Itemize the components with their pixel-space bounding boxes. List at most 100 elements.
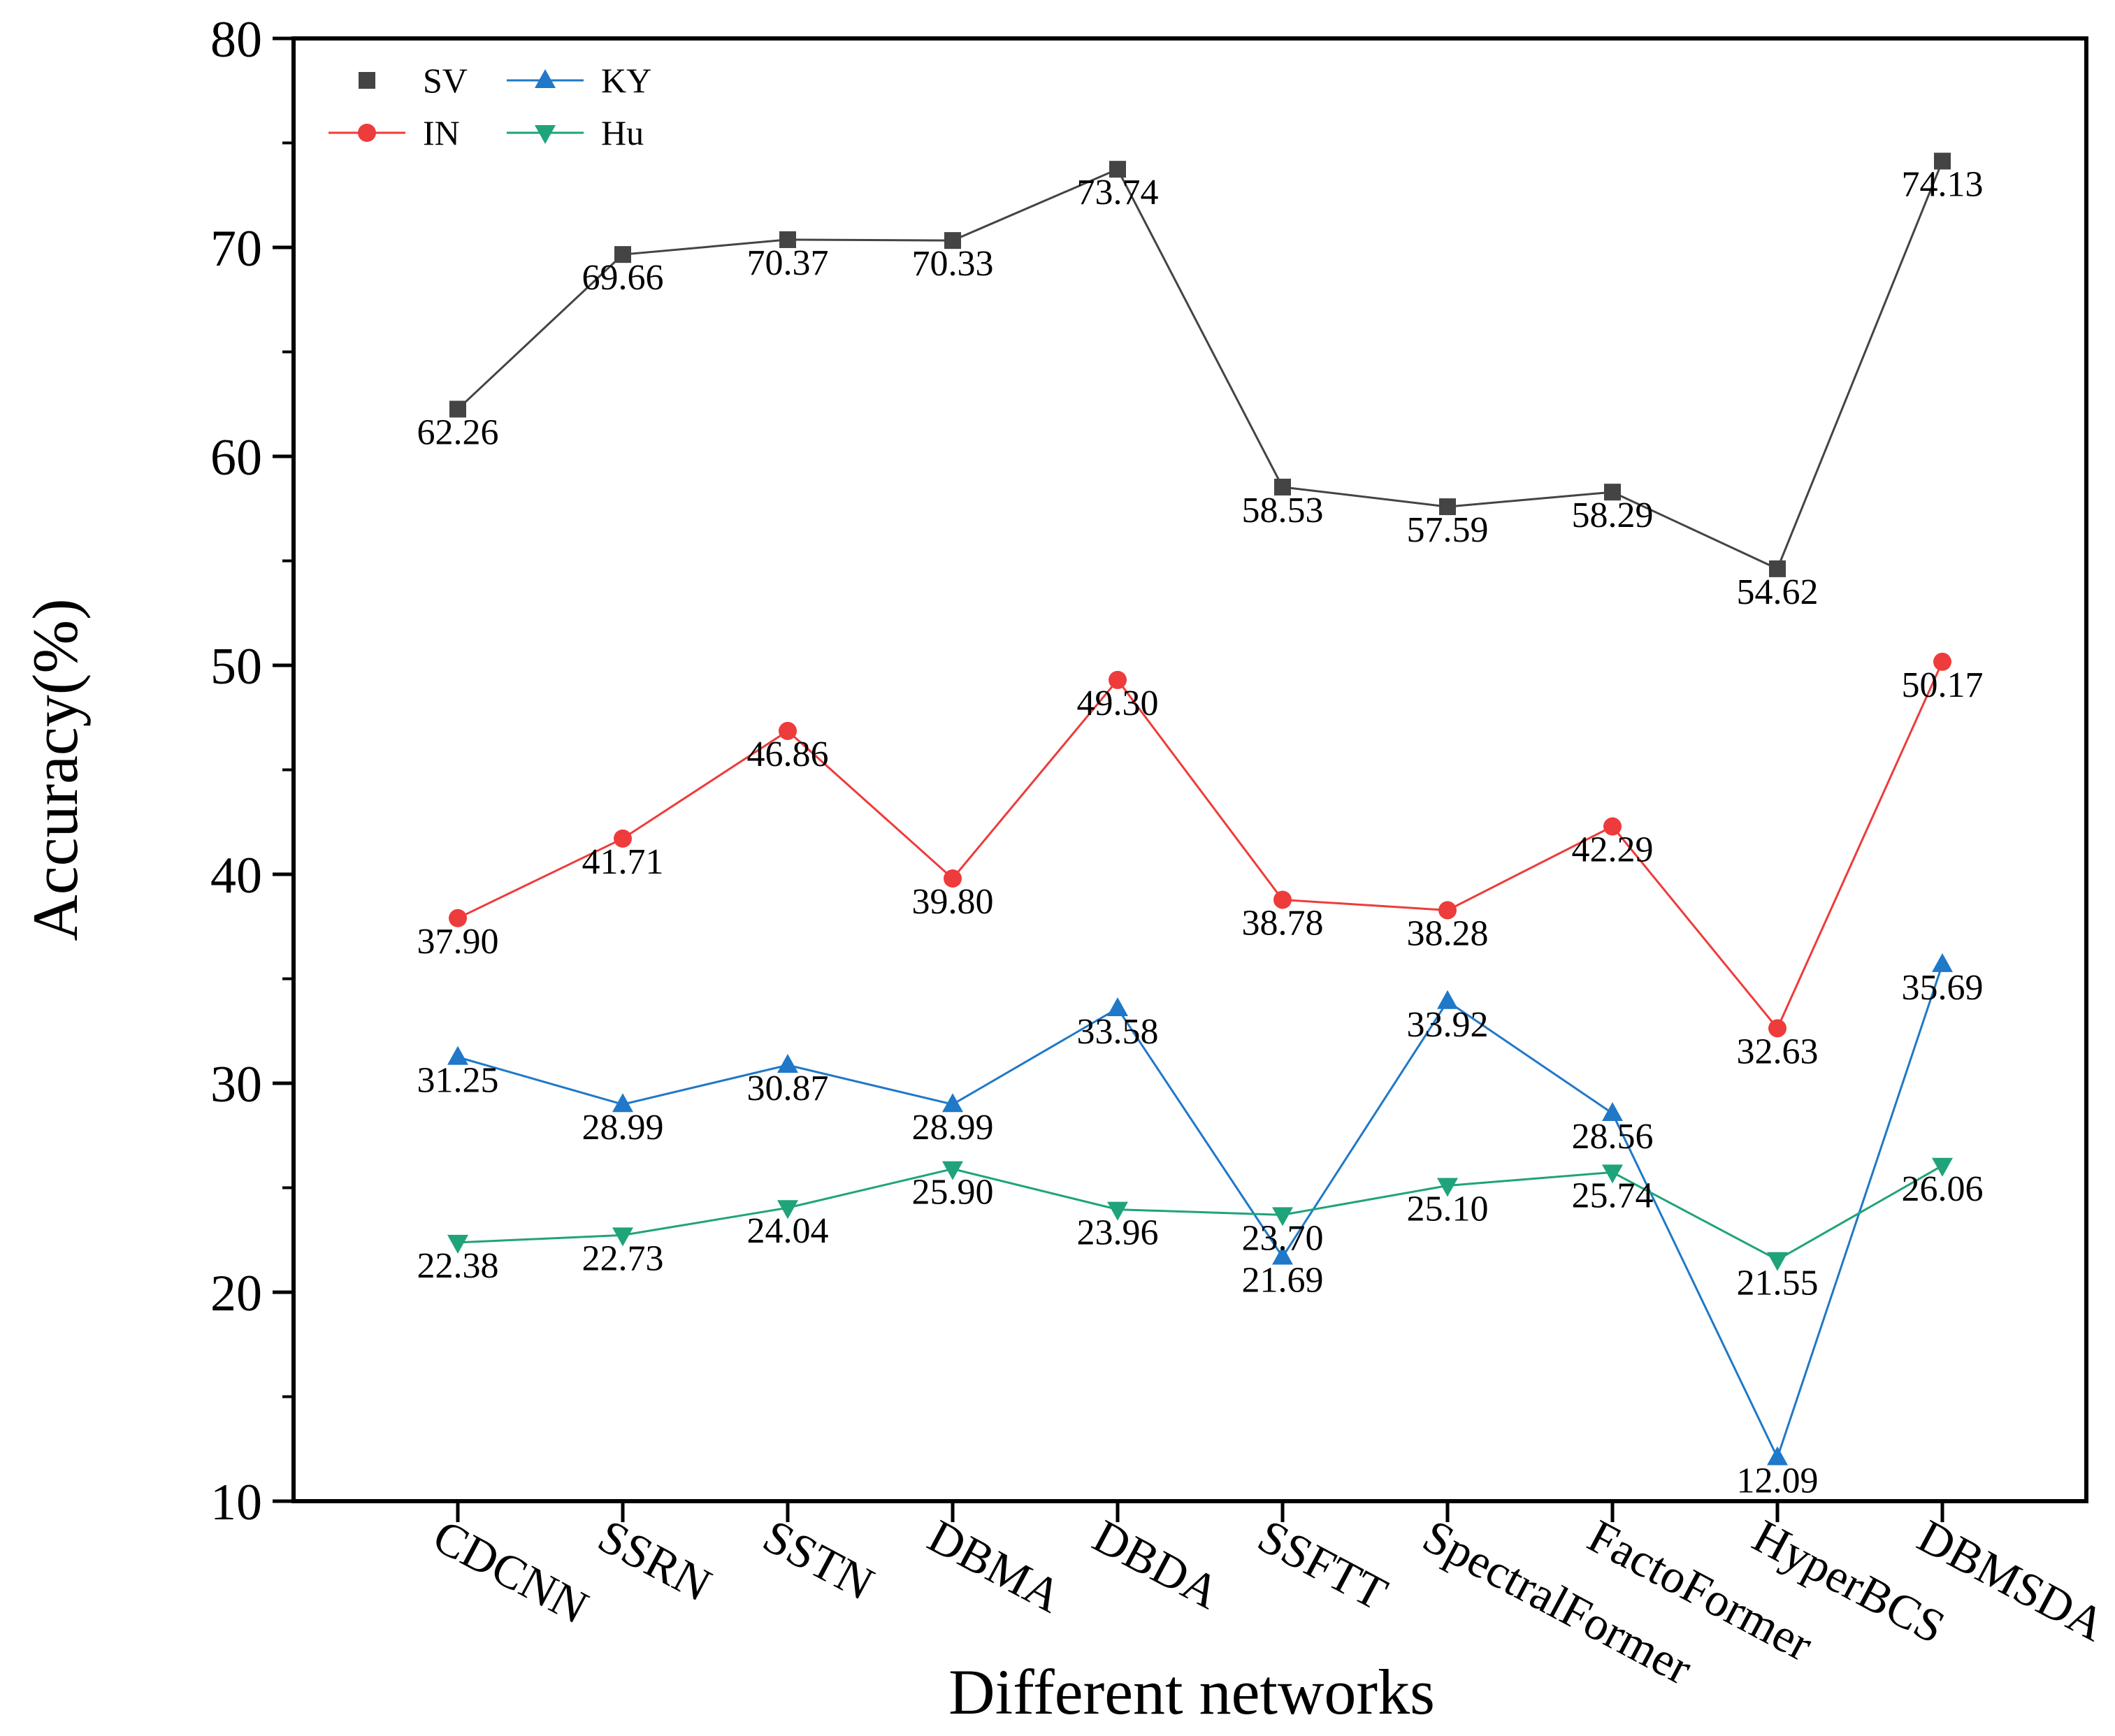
data-point-sv — [1109, 161, 1126, 178]
data-point-ky — [1107, 997, 1128, 1016]
data-labels: 62.26 69.66 70.37 70.33 73.74 58.53 57.59 58.29… — [417, 165, 1984, 1501]
y-tick-label: 30 — [210, 1056, 262, 1113]
data-point-in — [779, 721, 797, 740]
data-point-sv — [779, 231, 796, 248]
data-point-ky — [1932, 953, 1953, 972]
data-point-in — [1768, 1019, 1786, 1038]
data-label-in: 39.80 — [912, 882, 994, 922]
y-tick-label: 40 — [210, 847, 262, 904]
data-point-hu — [1107, 1201, 1128, 1221]
data-label-sv: 69.66 — [582, 258, 664, 298]
data-label-in: 49.30 — [1077, 683, 1159, 723]
data-point-in — [1273, 890, 1292, 909]
data-label-sv: 73.74 — [1077, 173, 1159, 212]
data-point-in — [1603, 817, 1622, 836]
data-label-ky: 28.99 — [912, 1108, 994, 1148]
data-point-ky — [942, 1093, 963, 1113]
data-label-ky: 33.58 — [1077, 1012, 1159, 1052]
data-point-hu — [777, 1200, 798, 1220]
data-label-ky: 35.69 — [1902, 968, 1984, 1008]
legend-label-ky: KY — [601, 61, 651, 100]
data-label-hu: 24.04 — [747, 1211, 829, 1251]
data-label-hu: 23.96 — [1077, 1213, 1159, 1253]
x-tick-label: SSRN — [590, 1509, 720, 1612]
data-point-sv — [1934, 152, 1951, 170]
series-line-ky — [457, 964, 1944, 1461]
data-point-ky — [612, 1093, 633, 1113]
data-point-in — [1933, 652, 1951, 671]
data-label-sv: 62.26 — [417, 412, 499, 452]
data-point-hu — [1767, 1252, 1788, 1271]
data-label-ky: 12.09 — [1737, 1461, 1819, 1501]
data-point-in — [614, 829, 632, 848]
legend: SV IN KY Hu — [329, 61, 651, 152]
data-point-hu — [1602, 1164, 1623, 1184]
data-point-hu — [942, 1161, 963, 1180]
data-label-ky: 31.25 — [417, 1061, 499, 1101]
y-tick-label: 20 — [210, 1265, 262, 1322]
y-axis-title: Accuracy(%) — [20, 598, 91, 941]
y-tick-label: 70 — [210, 220, 262, 277]
data-point-sv — [1769, 560, 1786, 577]
data-label-in: 32.63 — [1737, 1032, 1819, 1071]
data-label-sv: 58.53 — [1242, 491, 1324, 530]
data-point-hu — [1932, 1157, 1953, 1177]
legend-marker-hu — [535, 125, 556, 144]
x-axis-title: Different networks — [948, 1656, 1435, 1728]
data-label-ky: 21.69 — [1242, 1260, 1324, 1300]
data-label-ky: 33.92 — [1407, 1005, 1489, 1045]
data-label-in: 50.17 — [1902, 665, 1984, 705]
x-tick-label: SSTN — [755, 1509, 882, 1610]
data-point-ky — [1602, 1102, 1623, 1122]
x-tick-label: SSFTT — [1250, 1509, 1396, 1620]
data-point-ky — [1767, 1446, 1788, 1466]
data-point-hu — [1272, 1207, 1293, 1227]
data-point-ky — [1437, 990, 1458, 1009]
data-label-hu: 25.90 — [912, 1173, 994, 1213]
data-point-sv — [1439, 498, 1456, 516]
legend-label-in: IN — [423, 113, 460, 152]
data-label-in: 46.86 — [747, 735, 829, 774]
legend-label-hu: Hu — [601, 113, 644, 152]
data-point-sv — [1604, 484, 1621, 501]
data-point-in — [1109, 670, 1127, 689]
data-label-ky: 28.99 — [582, 1108, 664, 1148]
data-point-sv — [1274, 478, 1291, 496]
x-tick-label: DBMA — [920, 1509, 1071, 1623]
data-label-sv: 70.33 — [912, 244, 994, 284]
data-point-ky — [447, 1046, 468, 1065]
data-label-sv: 58.29 — [1572, 496, 1654, 535]
data-label-sv: 70.37 — [747, 243, 829, 283]
data-label-in: 42.29 — [1572, 830, 1654, 870]
data-point-sv — [944, 232, 961, 249]
series-line-hu — [457, 1164, 1943, 1261]
data-label-sv: 54.62 — [1737, 572, 1819, 612]
x-tick-label: CDCNN — [425, 1509, 597, 1634]
legend-marker-ky — [535, 69, 556, 88]
data-point-in — [944, 869, 962, 888]
y-tick-label: 50 — [210, 638, 262, 695]
data-label-hu: 26.06 — [1902, 1169, 1984, 1209]
legend-label-sv: SV — [423, 61, 468, 100]
series-line-sv — [456, 160, 1944, 570]
data-label-sv: 57.59 — [1407, 510, 1489, 550]
data-label-in: 37.90 — [417, 922, 499, 962]
data-label-hu: 25.10 — [1407, 1189, 1489, 1229]
data-label-hu: 21.55 — [1737, 1264, 1819, 1303]
data-point-in — [1438, 901, 1457, 920]
data-point-sv — [614, 246, 631, 263]
data-label-in: 38.78 — [1242, 903, 1324, 943]
x-tick-label: DBDA — [1085, 1509, 1229, 1619]
data-point-hu — [447, 1234, 468, 1254]
data-label-ky: 28.56 — [1572, 1117, 1654, 1157]
y-tick-label: 80 — [210, 11, 262, 68]
data-label-hu: 25.74 — [1572, 1176, 1654, 1215]
data-point-hu — [1437, 1178, 1458, 1197]
data-label-in: 38.28 — [1407, 913, 1489, 953]
series-line-in — [457, 661, 1944, 1031]
data-label-sv: 74.13 — [1902, 165, 1984, 205]
data-label-hu: 22.38 — [417, 1246, 499, 1286]
data-label-hu: 22.73 — [582, 1238, 664, 1278]
data-point-hu — [612, 1227, 633, 1247]
